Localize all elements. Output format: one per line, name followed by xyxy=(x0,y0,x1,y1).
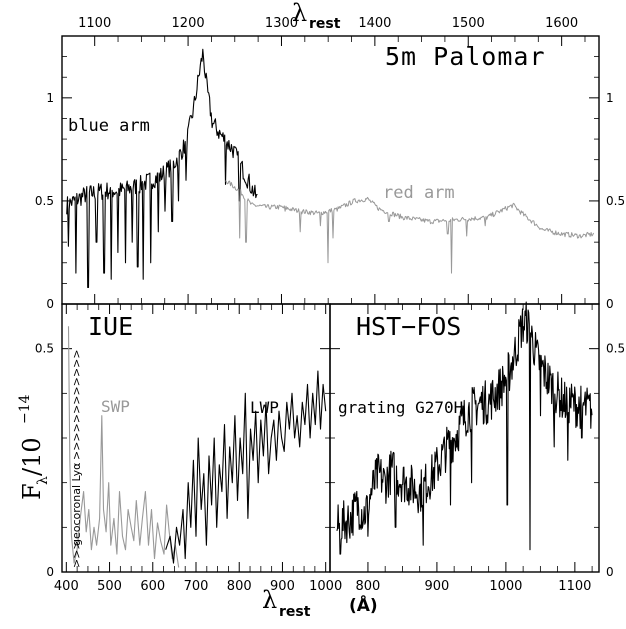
fos-xtick-label-1000: 1000 xyxy=(489,579,522,594)
fos-ytick-label-right-0: 0 xyxy=(606,565,614,579)
palomar-ytick-label-1: 1 xyxy=(46,91,54,105)
iue-xtick-label-600: 600 xyxy=(140,579,165,594)
palomar-ytick-label-0: 0 xyxy=(46,297,54,311)
iue-xtick-label-500: 500 xyxy=(97,579,122,594)
palomar-series-red-arm xyxy=(225,180,595,274)
fos-panel-title: HST−FOS xyxy=(356,312,461,341)
iue-panel-title: IUE xyxy=(88,312,133,341)
palomar-xtick-label-1200: 1200 xyxy=(172,16,205,31)
palomar-xtick-label-1500: 1500 xyxy=(452,16,485,31)
lwp-label: LWP xyxy=(250,398,279,417)
palomar-ytick-label-0.5: 0.5 xyxy=(35,194,54,208)
bottom-axis-label-sub: rest xyxy=(279,604,311,620)
top-axis-label: λ xyxy=(292,0,307,27)
y-axis-label: F λ /10 −14 xyxy=(17,394,51,500)
iue-ytick-label-0: 0 xyxy=(46,565,54,579)
fos-ytick-label-right-0.5: 0.5 xyxy=(606,342,625,356)
grating-label: grating G270H xyxy=(338,398,463,417)
geocoronal-annotation: >>> geocoronal Lyα >>>>>>>>>>>> xyxy=(70,349,83,568)
geocoronal-chevrons-left: >>> xyxy=(70,540,83,568)
blue-arm-label: blue arm xyxy=(68,116,150,136)
red-arm-label: red arm xyxy=(383,183,455,203)
palomar-xtick-label-1400: 1400 xyxy=(358,16,391,31)
palomar-ytick-label-right-0: 0 xyxy=(606,297,614,311)
palomar-xtick-label-1600: 1600 xyxy=(545,16,578,31)
geocoronal-chevrons-right: >>>>>>>>>>>> xyxy=(70,349,83,460)
fos-panel-frame xyxy=(329,303,600,573)
y-axis-label-exp: −14 xyxy=(17,394,33,424)
y-axis-label-sub: λ xyxy=(35,476,51,485)
palomar-ytick-label-right-0.5: 0.5 xyxy=(606,194,625,208)
bottom-axis-unit: (Å) xyxy=(349,593,378,616)
palomar-panel-title: 5m Palomar xyxy=(385,42,546,71)
series-group xyxy=(66,48,595,568)
fos-xtick-label-1100: 1100 xyxy=(558,579,591,594)
geocoronal-label: geocoronal Lyα xyxy=(70,463,83,546)
fos-xtick-label-900: 900 xyxy=(424,579,449,594)
palomar-xtick-label-1100: 1100 xyxy=(78,16,111,31)
iue-xtick-label-700: 700 xyxy=(184,579,209,594)
palomar-ytick-label-right-1: 1 xyxy=(606,91,614,105)
iue-series-lwp xyxy=(165,370,327,564)
top-axis-label-sub: rest xyxy=(309,16,341,32)
palomar-series-blue-arm xyxy=(66,48,258,289)
y-axis-label-rest: /10 xyxy=(18,437,46,476)
iue-series-swp xyxy=(67,326,180,568)
fos-xtick-label-800: 800 xyxy=(356,579,381,594)
palomar-xtick-label-1300: 1300 xyxy=(265,16,298,31)
iue-xtick-label-800: 800 xyxy=(227,579,252,594)
iue-ytick-label-0.5: 0.5 xyxy=(35,342,54,356)
bottom-axis-label: λ xyxy=(262,586,277,614)
iue-xtick-label-400: 400 xyxy=(54,579,79,594)
y-axis-label-f: F xyxy=(18,483,46,500)
swp-label: SWP xyxy=(101,397,130,416)
iue-xtick-label-900: 900 xyxy=(270,579,295,594)
fos-series-grating-g270h xyxy=(336,301,593,555)
iue-xtick-label-1000: 1000 xyxy=(309,579,342,594)
